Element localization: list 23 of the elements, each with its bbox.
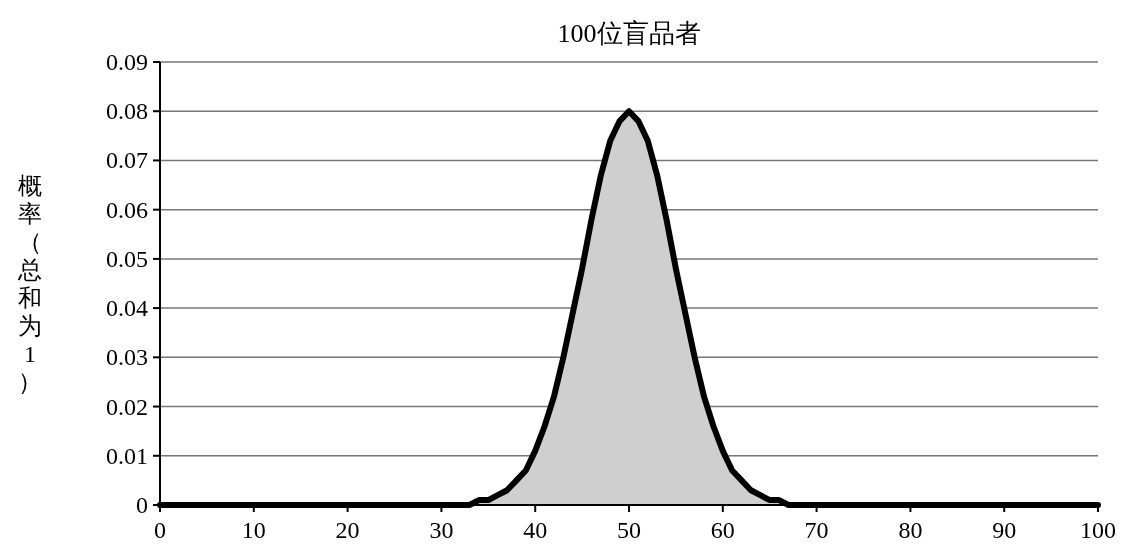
chart-title: 100位盲品者 bbox=[557, 19, 701, 48]
y-tick-label: 0 bbox=[136, 492, 148, 518]
y-tick-label: 0.03 bbox=[106, 344, 148, 371]
y-tick-label: 0.04 bbox=[106, 295, 148, 322]
y-tick-label: 0.05 bbox=[106, 245, 148, 272]
x-tick-label: 50 bbox=[617, 517, 641, 543]
y-tick-label: 0.09 bbox=[106, 49, 148, 75]
x-tick-label: 70 bbox=[804, 517, 829, 543]
y-tick-label: 0.08 bbox=[106, 98, 148, 125]
x-tick-label: 0 bbox=[154, 517, 166, 543]
x-tick-label: 40 bbox=[523, 517, 548, 543]
x-tick-label: 20 bbox=[335, 517, 360, 543]
x-tick-label: 80 bbox=[898, 517, 923, 543]
x-tick-label: 10 bbox=[241, 517, 266, 543]
y-axis-title: 概率（总和为1） bbox=[17, 172, 42, 395]
y-tick-label: 0.01 bbox=[106, 442, 148, 469]
x-tick-label: 100 bbox=[1080, 517, 1116, 543]
x-tick-label: 60 bbox=[710, 517, 735, 543]
y-tick-label: 0.02 bbox=[106, 393, 148, 420]
y-tick-label: 0.06 bbox=[106, 196, 148, 223]
x-tick-label: 90 bbox=[992, 517, 1017, 543]
y-tick-label: 0.07 bbox=[106, 147, 148, 174]
x-tick-label: 30 bbox=[429, 517, 454, 543]
